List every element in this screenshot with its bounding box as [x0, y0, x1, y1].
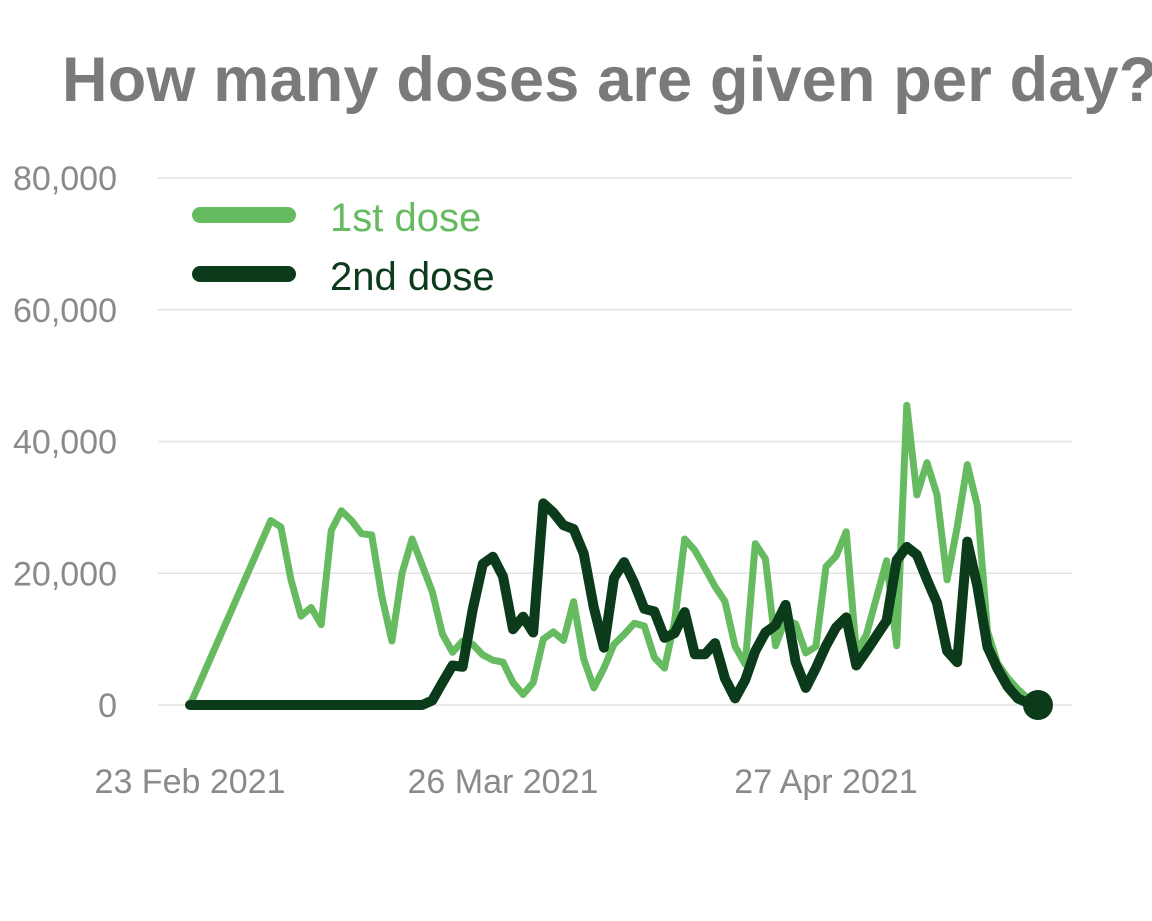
series-lines: [185, 401, 1053, 720]
x-tick-label: 23 Feb 2021: [95, 763, 286, 801]
y-tick-label: 80,000: [13, 160, 117, 198]
y-tick-label: 60,000: [13, 292, 117, 330]
chart-title: How many doses are given per day?: [62, 45, 1152, 115]
legend-label-1st-dose: 1st dose: [330, 196, 481, 240]
x-tick-label: 27 Apr 2021: [734, 763, 917, 801]
series-line-2: [185, 498, 1043, 710]
series-line-1: [186, 401, 1042, 709]
y-tick-label: 20,000: [13, 555, 117, 593]
x-tick-label: 26 Mar 2021: [407, 763, 598, 801]
y-tick-label: 40,000: [13, 424, 117, 462]
x-axis-ticks: 23 Feb 2021 26 Mar 2021 27 Apr 2021: [95, 763, 918, 801]
y-tick-label: 0: [98, 687, 117, 725]
legend: 1st dose 2nd dose: [192, 196, 495, 299]
series-endpoint-marker: [1023, 690, 1053, 720]
gridlines: [158, 177, 1072, 706]
legend-label-2nd-dose: 2nd dose: [330, 255, 495, 299]
y-axis-ticks: 0 20,000 40,000 60,000 80,000: [13, 160, 117, 725]
